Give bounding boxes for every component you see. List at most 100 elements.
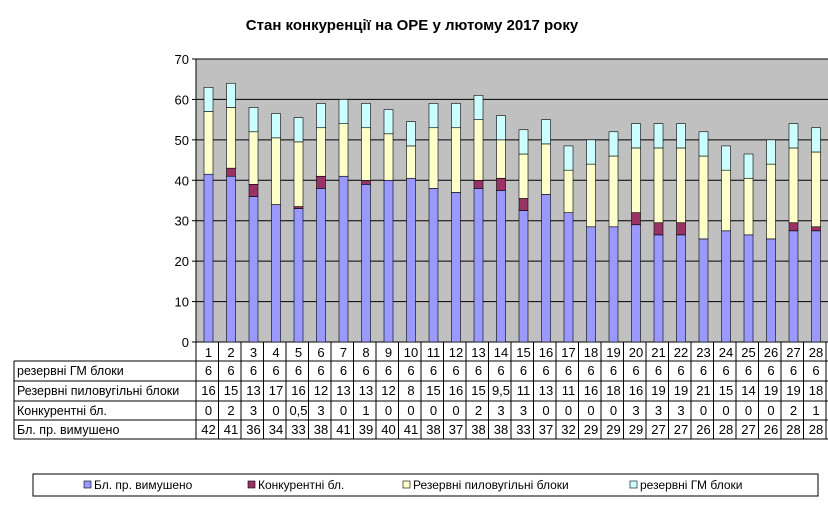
x-tick-label: 2 (227, 345, 234, 360)
y-tick-label: 10 (175, 295, 189, 310)
bar-segment (608, 155, 619, 228)
bar-segment (383, 109, 394, 135)
legend-swatch (83, 480, 92, 489)
bar-segment (226, 175, 236, 343)
bar-segment (338, 175, 349, 343)
bar-segment (406, 177, 416, 343)
table-cell: 0,5 (289, 403, 307, 418)
bar-segment (541, 194, 551, 343)
bar-segment (563, 212, 574, 343)
bar-segment (316, 188, 326, 343)
bar-segment (406, 121, 416, 147)
bar-segment (698, 155, 709, 240)
table-cell: 6 (677, 363, 684, 378)
table-cell: 3 (632, 403, 639, 418)
bar-segment (653, 147, 664, 224)
bar-segment (811, 226, 821, 232)
table-cell: 28 (786, 422, 800, 437)
bar-segment (496, 177, 506, 191)
plot-area (196, 59, 828, 342)
bar-segment (676, 123, 686, 149)
table-cell: 18 (606, 383, 620, 398)
bar-segment (203, 111, 214, 175)
bar-segment (721, 169, 731, 232)
table-cell: 8 (407, 383, 414, 398)
table-cell: 3 (677, 403, 684, 418)
table-cell: 38 (471, 422, 485, 437)
table-cell: 41 (336, 422, 350, 437)
table-cell: 2 (227, 403, 234, 418)
bar-segment (586, 226, 596, 343)
table-cell: 6 (227, 363, 234, 378)
legend-label: резервні ГМ блоки (640, 478, 742, 492)
table-cell: 6 (790, 363, 797, 378)
x-tick-label: 12 (449, 345, 463, 360)
table-cell: 6 (565, 363, 572, 378)
table-cell: 41 (224, 422, 238, 437)
y-tick-label: 60 (175, 92, 189, 107)
bar-segment (293, 141, 304, 207)
table-cell: 37 (449, 422, 463, 437)
x-tick-label: 8 (362, 345, 369, 360)
bar-segment (518, 210, 529, 343)
table-cell: 1 (812, 403, 819, 418)
bar-segment (293, 206, 304, 209)
table-cell: 6 (655, 363, 662, 378)
table-cell: 36 (246, 422, 260, 437)
table-cell: 6 (385, 363, 392, 378)
table-cell: 9,5 (492, 383, 510, 398)
bar-segment (203, 87, 214, 112)
table-cell: 2 (475, 403, 482, 418)
table-cell: 0 (340, 403, 347, 418)
table-cell: 3 (520, 403, 527, 418)
table-cell: 13 (336, 383, 350, 398)
x-tick-label: 6 (317, 345, 324, 360)
bar-segment (518, 198, 529, 211)
table-cell: 38 (314, 422, 328, 437)
bar-segment (406, 145, 416, 179)
table-cell: 6 (812, 363, 819, 378)
table-cell: 6 (362, 363, 369, 378)
bar-segment (496, 115, 506, 141)
bar-segment (788, 147, 799, 224)
legend-label: Резервні пиловугільні блоки (413, 478, 569, 492)
table-cell: 27 (651, 422, 665, 437)
table-cell: 0 (452, 403, 459, 418)
bar-segment (361, 103, 371, 129)
bar-segment (338, 99, 349, 124)
x-tick-label: 18 (584, 345, 598, 360)
bar-segment (428, 188, 439, 343)
table-cell: 16 (629, 383, 643, 398)
bar-segment (473, 188, 484, 343)
table-cell: 21 (696, 383, 710, 398)
bar-segment (743, 177, 754, 236)
bar-segment (586, 139, 596, 165)
bar-segment (271, 204, 281, 343)
table-cell: 12 (381, 383, 395, 398)
x-tick-label: 4 (272, 345, 279, 360)
table-cell: 14 (741, 383, 755, 398)
table-cell: 3 (250, 403, 257, 418)
bar-segment (766, 238, 776, 343)
x-tick-label: 24 (719, 345, 733, 360)
bar-segment (788, 123, 799, 149)
table-cell: 0 (745, 403, 752, 418)
x-tick-label: 1 (205, 345, 212, 360)
bar-segment (766, 163, 776, 240)
table-cell: 33 (516, 422, 530, 437)
table-cell: 11 (517, 383, 531, 398)
table-cell: 0 (542, 403, 549, 418)
table-cell: 29 (629, 422, 643, 437)
bar-segment (451, 103, 461, 129)
table-cell: 29 (584, 422, 598, 437)
table-cell: 26 (764, 422, 778, 437)
bar-segment (811, 230, 821, 343)
bar-segment (766, 139, 776, 165)
bar-segment (248, 196, 259, 343)
table-row-label: Конкурентні бл. (17, 404, 107, 418)
table-cell: 16 (449, 383, 463, 398)
bar-segment (361, 179, 371, 185)
x-tick-label: 23 (696, 345, 710, 360)
table-cell: 39 (359, 422, 373, 437)
